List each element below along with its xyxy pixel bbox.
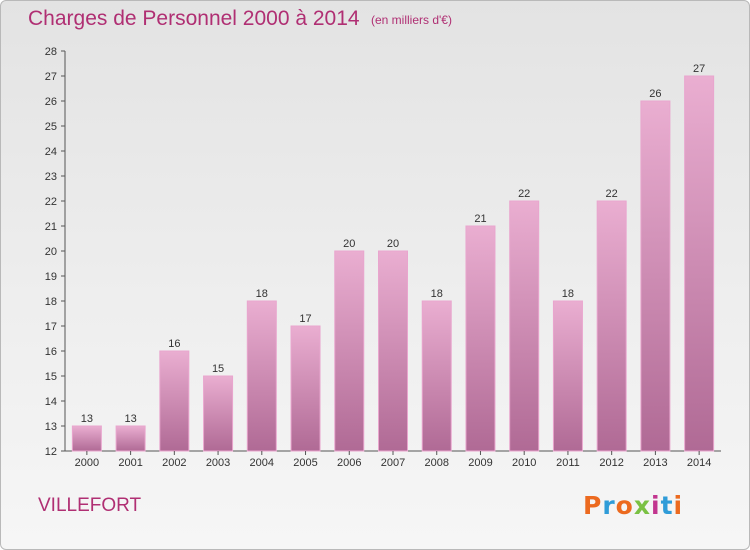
x-tick-label: 2000	[75, 457, 99, 469]
chart-title: Charges de Personnel 2000 à 2014	[28, 7, 360, 30]
y-tick-label: 20	[45, 246, 57, 258]
logo-letter: x	[633, 491, 651, 520]
data-label: 22	[518, 188, 530, 200]
bar-2013	[640, 100, 671, 452]
data-label: 15	[212, 363, 224, 375]
x-tick-label: 2001	[118, 457, 142, 469]
x-tick-label: 2011	[556, 457, 580, 469]
data-label: 13	[81, 413, 93, 425]
x-tick-label: 2008	[424, 457, 448, 469]
x-tick-label: 2002	[162, 457, 186, 469]
bar-2001	[115, 425, 146, 452]
x-tick-label: 2007	[381, 457, 405, 469]
bar-2007	[378, 250, 408, 452]
bar-2011	[552, 300, 583, 452]
x-tick-label: 2004	[250, 457, 274, 469]
data-label: 17	[299, 313, 311, 325]
data-label: 18	[431, 288, 443, 300]
y-tick-label: 13	[45, 421, 57, 433]
bar-2005	[290, 325, 321, 452]
bar-2000	[71, 425, 102, 452]
data-label: 20	[387, 238, 399, 250]
y-tick-label: 16	[45, 346, 57, 358]
y-tick-label: 27	[45, 71, 57, 83]
y-tick-label: 14	[45, 396, 57, 408]
y-tick-label: 12	[45, 446, 57, 458]
chart-subtitle: (en milliers d'€)	[371, 13, 452, 27]
bar-2008	[421, 300, 452, 452]
logo-letter: o	[615, 491, 634, 520]
y-tick-label: 15	[45, 371, 57, 383]
bar-2009	[465, 225, 496, 452]
y-tick-label: 17	[45, 321, 57, 333]
x-tick-label: 2013	[643, 457, 667, 469]
logo-letter: P	[583, 491, 603, 520]
y-tick-label: 18	[45, 296, 57, 308]
x-tick-label: 2009	[468, 457, 492, 469]
y-tick-label: 26	[45, 96, 57, 108]
bar-2003	[203, 375, 234, 452]
y-tick-label: 25	[45, 121, 57, 133]
data-label: 16	[168, 338, 180, 350]
data-label: 18	[256, 288, 268, 300]
x-tick-label: 2006	[337, 457, 361, 469]
data-label: 21	[474, 213, 486, 225]
logo-letter: i	[651, 491, 661, 520]
proxiti-logo: Proxiti	[583, 491, 683, 520]
y-tick-label: 19	[45, 271, 57, 283]
x-tick-label: 2010	[512, 457, 536, 469]
y-tick-label: 23	[45, 171, 57, 183]
bar-2004	[246, 300, 277, 452]
x-tick-label: 2005	[293, 457, 317, 469]
y-tick-label: 24	[45, 146, 57, 158]
location-label: VILLEFORT	[38, 495, 142, 516]
bar-2010	[509, 200, 540, 452]
logo-letter: t	[660, 491, 674, 520]
bar-2012	[596, 200, 627, 452]
data-label: 26	[649, 88, 661, 100]
data-label: 22	[606, 188, 618, 200]
logo-letter: r	[602, 491, 616, 520]
bar-2014	[684, 75, 715, 452]
y-tick-label: 21	[45, 221, 57, 233]
y-tick-label: 28	[45, 46, 57, 58]
x-tick-label: 2014	[687, 457, 711, 469]
bar-2006	[334, 250, 365, 452]
x-tick-label: 2012	[599, 457, 623, 469]
data-label: 18	[562, 288, 574, 300]
bar-2002	[159, 350, 190, 452]
x-tick-label: 2003	[206, 457, 230, 469]
logo-letter: i	[673, 491, 684, 520]
data-label: 27	[693, 63, 705, 75]
data-label: 20	[343, 238, 355, 250]
data-label: 13	[124, 413, 136, 425]
y-tick-label: 22	[45, 196, 57, 208]
